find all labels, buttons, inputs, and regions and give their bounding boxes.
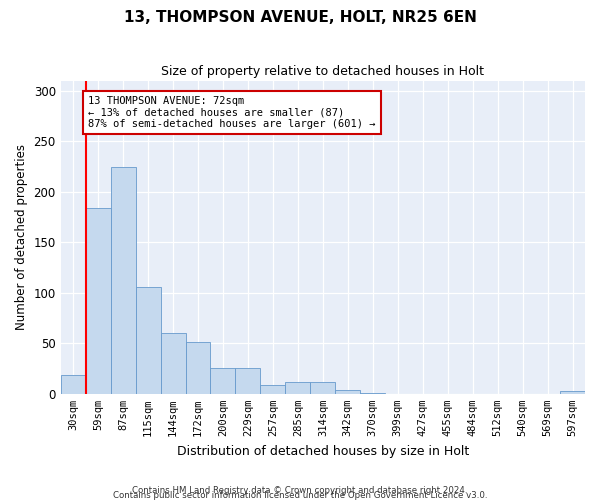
Y-axis label: Number of detached properties: Number of detached properties [15, 144, 28, 330]
Bar [185, 342, 211, 394]
Bar [161, 333, 185, 394]
Text: Contains public sector information licensed under the Open Government Licence v3: Contains public sector information licen… [113, 491, 487, 500]
Bar [310, 382, 335, 394]
Bar [286, 382, 310, 394]
Bar [61, 374, 86, 394]
Bar [335, 390, 360, 394]
Text: 13 THOMPSON AVENUE: 72sqm
← 13% of detached houses are smaller (87)
87% of semi-: 13 THOMPSON AVENUE: 72sqm ← 13% of detac… [88, 96, 376, 129]
Bar [211, 368, 235, 394]
Bar [110, 168, 136, 394]
Bar [86, 208, 110, 394]
Title: Size of property relative to detached houses in Holt: Size of property relative to detached ho… [161, 65, 484, 78]
Text: 13, THOMPSON AVENUE, HOLT, NR25 6EN: 13, THOMPSON AVENUE, HOLT, NR25 6EN [124, 10, 476, 25]
Bar [260, 384, 286, 394]
Bar [235, 368, 260, 394]
X-axis label: Distribution of detached houses by size in Holt: Distribution of detached houses by size … [177, 444, 469, 458]
Text: Contains HM Land Registry data © Crown copyright and database right 2024.: Contains HM Land Registry data © Crown c… [132, 486, 468, 495]
Bar [360, 393, 385, 394]
Bar [136, 286, 161, 394]
Bar [560, 391, 585, 394]
